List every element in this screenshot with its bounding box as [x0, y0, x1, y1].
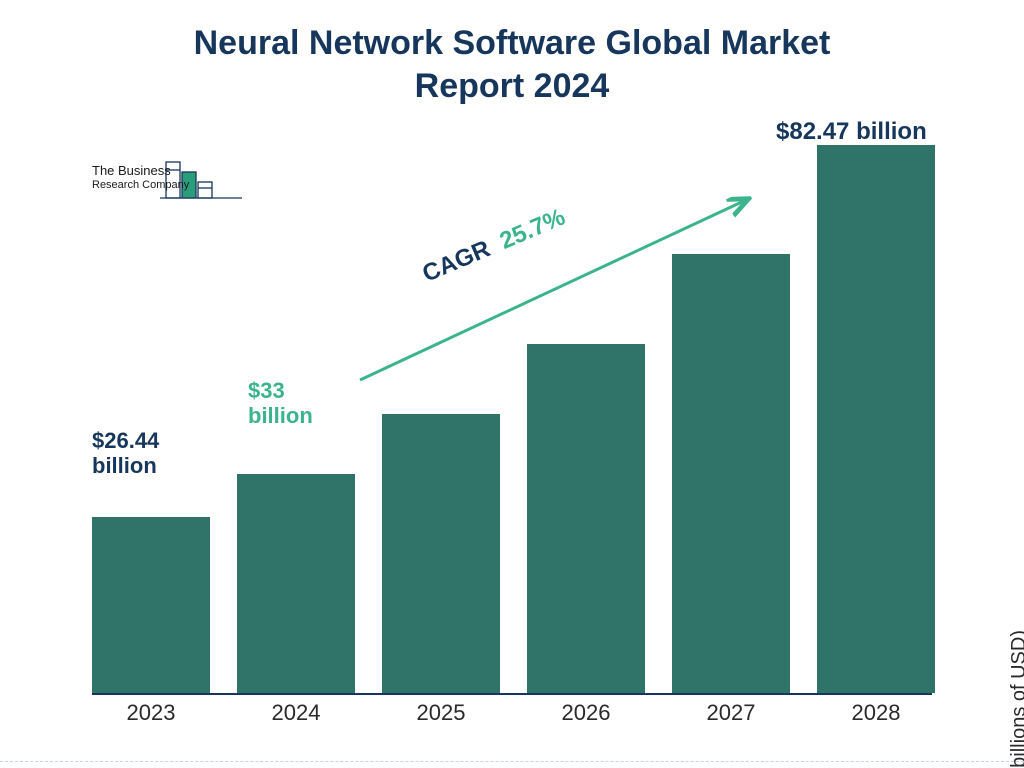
- chart-container: Neural Network Software Global Market Re…: [0, 0, 1024, 768]
- cagr-arrow: [0, 0, 1024, 768]
- callout-2028: $82.47 billion: [776, 118, 927, 146]
- callout-2024-l1: $33: [248, 378, 313, 403]
- callout-2023-l2: billion: [92, 453, 159, 478]
- callout-2023: $26.44 billion: [92, 428, 159, 479]
- callout-2023-l1: $26.44: [92, 428, 159, 453]
- y-axis-label: Market Size (in billions of USD): [1008, 630, 1024, 768]
- callout-2024: $33 billion: [248, 378, 313, 429]
- callout-2028-l1: $82.47 billion: [776, 118, 927, 145]
- footer-dashed-line: [0, 761, 1024, 762]
- callout-2024-l2: billion: [248, 403, 313, 428]
